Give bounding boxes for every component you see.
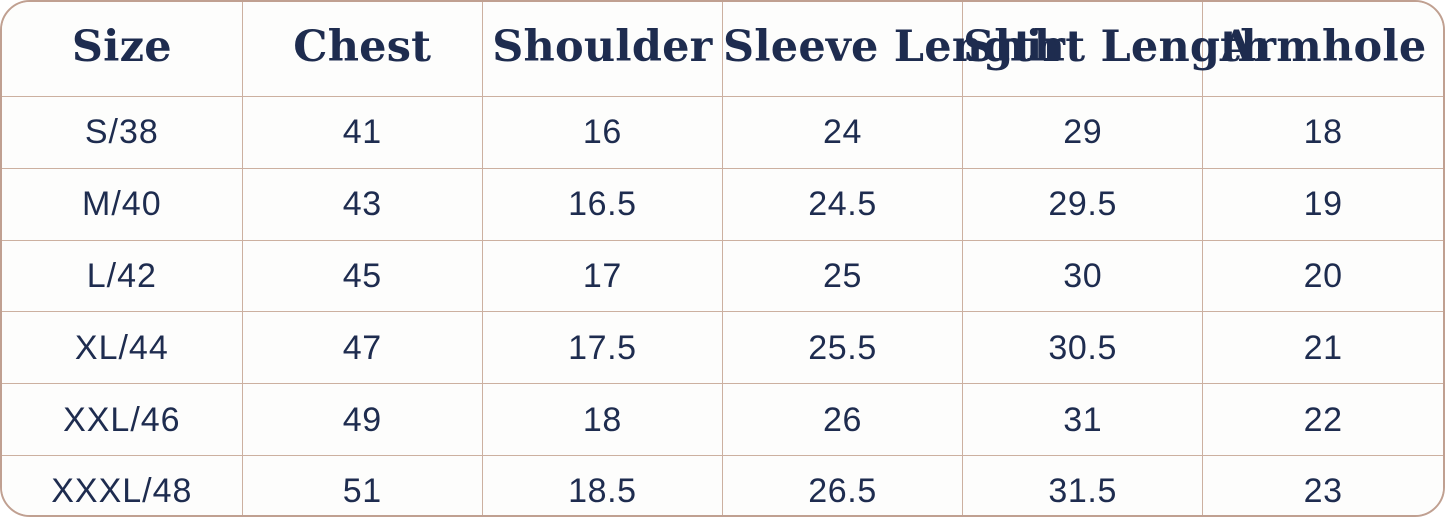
- table-row: XL/44 47 17.5 25.5 30.5 21: [2, 311, 1443, 385]
- cell-armhole: 21: [1202, 311, 1443, 385]
- cell-shoulder: 16.5: [482, 168, 723, 241]
- cell-size: M/40: [2, 168, 243, 241]
- cell-chest: 41: [242, 96, 483, 169]
- table-row: XXXL/48 51 18.5 26.5 31.5 23: [2, 455, 1443, 515]
- cell-size: XXL/46: [2, 383, 243, 456]
- table-row: XXL/46 49 18 26 31 22: [2, 383, 1443, 456]
- cell-shirt-length: 29.5: [962, 168, 1204, 241]
- column-header-sleeve-length: Sleeve Length: [722, 2, 1065, 97]
- cell-size: L/42: [2, 240, 243, 313]
- cell-shirt-length: 30: [962, 240, 1204, 313]
- cell-shoulder: 16: [482, 96, 723, 169]
- column-header-shoulder: Shoulder: [482, 2, 723, 97]
- cell-shirt-length: 29: [962, 96, 1204, 169]
- cell-chest: 51: [242, 455, 483, 515]
- table-header: Size Chest Shoulder Sleeve Length Shirt …: [2, 2, 1443, 97]
- table-row: S/38 41 16 24 29 18: [2, 96, 1443, 169]
- cell-armhole: 19: [1202, 168, 1443, 241]
- cell-size: S/38: [2, 96, 243, 169]
- cell-sleeve-length: 26: [722, 383, 964, 456]
- cell-sleeve-length: 24: [722, 96, 964, 169]
- cell-chest: 47: [242, 311, 483, 385]
- cell-shirt-length: 31: [962, 383, 1204, 456]
- column-header-armhole: Armhole: [1202, 2, 1443, 97]
- header-row: Size Chest Shoulder Sleeve Length Shirt …: [2, 2, 1443, 97]
- column-header-chest: Chest: [242, 2, 483, 97]
- cell-shoulder: 17: [482, 240, 723, 313]
- cell-armhole: 23: [1303, 472, 1343, 511]
- table-row: M/40 43 16.5 24.5 29.5 19: [2, 168, 1443, 241]
- table-body: S/38 41 16 24 29 18 M/40 43 16.5 24.5 29…: [2, 96, 1443, 515]
- cell-armhole: 20: [1202, 240, 1443, 313]
- cell-sleeve-length: 25: [722, 240, 964, 313]
- cell-shirt-length: 31.5: [962, 455, 1204, 515]
- cell-sleeve-length: 24.5: [722, 168, 964, 241]
- column-header-size: Size: [2, 2, 243, 97]
- cell-chest: 45: [242, 240, 483, 313]
- cell-armhole: 18: [1202, 96, 1443, 169]
- cell-chest: 49: [242, 383, 483, 456]
- table-row: L/42 45 17 25 30 20: [2, 240, 1443, 313]
- cell-size: XL/44: [2, 311, 243, 385]
- column-header-shirt-length: Shirt Length: [962, 2, 1272, 97]
- cell-shirt-length: 30.5: [962, 311, 1204, 385]
- cell-sleeve-length: 25.5: [722, 311, 964, 385]
- cell-shoulder: 18: [482, 383, 723, 456]
- cell-armhole: 22: [1202, 383, 1443, 456]
- cell-size: XXXL/48: [2, 455, 243, 515]
- cell-sleeve-length: 26.5: [722, 455, 964, 515]
- cell-chest: 43: [242, 168, 483, 241]
- cell-shoulder: 18.5: [482, 455, 723, 515]
- cell-shoulder: 17.5: [482, 311, 723, 385]
